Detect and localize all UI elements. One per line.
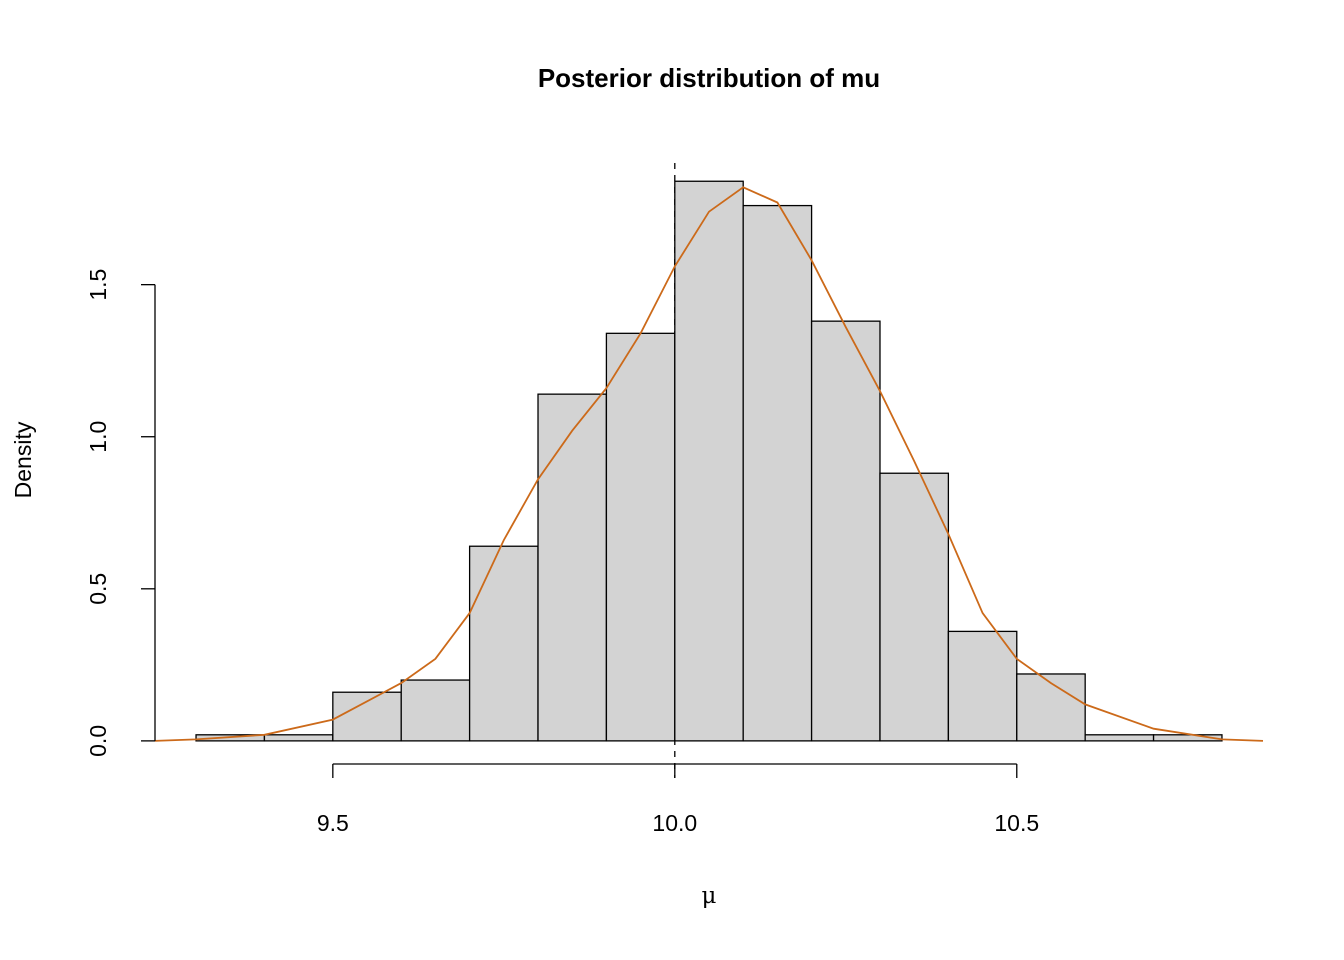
bar	[263, 734, 334, 742]
density-line	[154, 186, 1264, 742]
bar	[947, 630, 1018, 742]
bar	[1016, 673, 1086, 742]
chart-title: Posterior distribution of mu	[538, 63, 880, 93]
x-tick-label: 9.5	[317, 810, 349, 836]
bar	[742, 204, 813, 742]
bar	[537, 393, 608, 742]
y-tick-label: 1.0	[85, 421, 111, 453]
bar	[400, 679, 471, 742]
y-tick-label: 0.5	[85, 573, 111, 605]
x-tick-label: 10.5	[994, 810, 1039, 836]
x-axis-label: μ	[702, 883, 717, 909]
bar	[1084, 734, 1155, 742]
bar	[674, 180, 744, 742]
y-axis-label: Density	[10, 421, 36, 498]
y-tick-label: 0.0	[85, 725, 111, 757]
bar	[468, 545, 539, 742]
x-tick-label: 10.0	[652, 810, 697, 836]
bar	[879, 472, 950, 742]
bar	[332, 691, 402, 742]
y-tick-label: 1.5	[85, 269, 111, 301]
bar	[810, 320, 881, 742]
bar	[605, 332, 676, 742]
